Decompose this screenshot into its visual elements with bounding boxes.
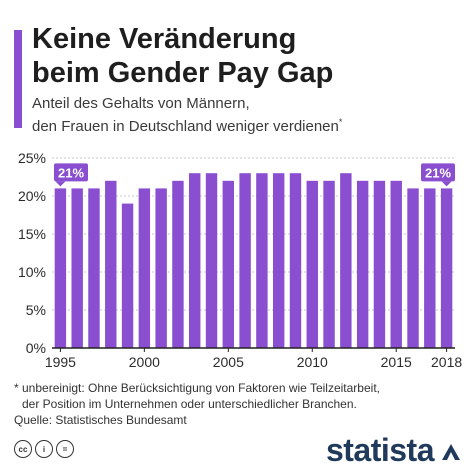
accent-bar — [14, 30, 22, 128]
statista-logo[interactable]: statista — [325, 432, 435, 468]
footnote-line-2: der Position im Unternehmen oder untersc… — [22, 397, 357, 411]
footnote-line-1: * unbereinigt: Ohne Berücksichtigung von… — [14, 381, 380, 395]
x-tick-label: 2015 — [381, 354, 412, 370]
chart-subtitle: Anteil des Gehalts von Männern, den Frau… — [32, 94, 462, 136]
license-icons: cc i = — [14, 440, 74, 458]
bar — [121, 203, 134, 348]
source-note: Quelle: Statistisches Bundesamt — [14, 413, 187, 427]
bar — [407, 188, 419, 348]
footer: cc i = statista — [0, 432, 474, 474]
subtitle-footnote-mark: * — [338, 117, 343, 127]
bar — [54, 188, 67, 348]
footnote: * unbereinigt: Ohne Berücksichtigung von… — [14, 380, 464, 428]
y-tick-label: 15% — [18, 226, 46, 242]
person-icon[interactable]: i — [35, 440, 53, 458]
x-tick-label: 2010 — [297, 354, 328, 370]
bar — [88, 188, 100, 348]
callout-pointer — [441, 181, 452, 187]
callout-box — [421, 163, 455, 182]
title-line-1: Keine Veränderung — [32, 23, 297, 55]
title-line-2: beim Gender Pay Gap — [32, 57, 334, 89]
bar — [272, 173, 285, 348]
bar — [138, 188, 151, 348]
callout-label: 21% — [58, 165, 84, 180]
bar — [256, 173, 268, 348]
y-tick-label: 25% — [18, 150, 46, 166]
bar — [239, 173, 251, 348]
bar — [289, 173, 302, 348]
y-tick-label: 5% — [26, 302, 46, 318]
bar — [155, 188, 167, 348]
x-tick-label: 2005 — [213, 354, 244, 370]
subtitle-line-2: den Frauen in Deutschland weniger verdie… — [32, 118, 339, 135]
callout-pointer — [55, 181, 66, 187]
bar-chart: 0% 5% 10% 15% 20% 25% 1995 2000 2005 2010 2015 2018… — [18, 150, 462, 370]
bar — [390, 180, 402, 348]
bar — [373, 180, 386, 348]
bar — [71, 188, 83, 348]
cc-icon[interactable]: cc — [14, 440, 32, 458]
callout-label: 21% — [425, 165, 451, 180]
bar — [205, 173, 218, 348]
bar — [189, 173, 201, 348]
bar — [440, 188, 453, 348]
statista-mark-icon — [442, 444, 460, 460]
y-tick-label: 10% — [18, 264, 46, 280]
bar — [105, 180, 117, 348]
x-tick-label: 2000 — [129, 354, 160, 370]
y-tick-label: 0% — [26, 340, 46, 356]
x-tick-label: 2018 — [431, 354, 462, 370]
bar — [323, 180, 335, 348]
y-tick-label: 20% — [18, 188, 46, 204]
bar — [172, 180, 184, 348]
chart-title: Keine Veränderung beim Gender Pay Gap — [32, 22, 462, 90]
bar — [340, 173, 352, 348]
bar — [306, 180, 318, 348]
x-tick-label: 1995 — [45, 354, 76, 370]
bar — [222, 180, 235, 348]
bar — [424, 188, 436, 348]
callout-box — [54, 163, 88, 182]
bar — [356, 180, 369, 348]
equals-icon[interactable]: = — [56, 440, 74, 458]
subtitle-line-1: Anteil des Gehalts von Männern, — [32, 95, 250, 112]
